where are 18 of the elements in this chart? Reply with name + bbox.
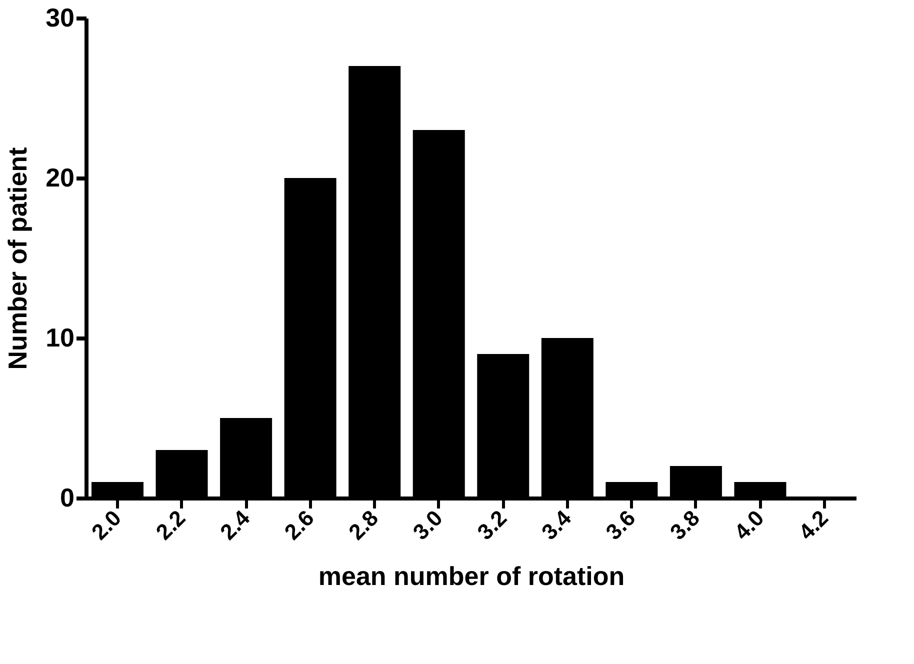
x-tick-label: 4.2 [794, 505, 833, 545]
y-tick-label: 20 [46, 162, 74, 192]
x-tick-label: 3.4 [536, 504, 576, 545]
x-tick-label: 2.8 [344, 505, 384, 545]
y-tick-label: 10 [46, 322, 74, 352]
y-tick-label: 30 [46, 2, 74, 32]
x-tick-label: 3.8 [665, 505, 704, 545]
x-tick-label: 2.6 [279, 505, 319, 545]
y-axis-title: Number of patient [2, 146, 33, 370]
x-tick-label: 2.4 [215, 504, 256, 545]
x-tick-label: 4.0 [729, 505, 769, 545]
y-tick-label: 0 [60, 482, 74, 512]
x-axis-title: mean number of rotation [318, 560, 625, 591]
x-tick-label: 2.0 [86, 505, 126, 545]
x-tick-label: 3.0 [408, 505, 448, 545]
x-tick-label: 3.6 [600, 505, 640, 545]
x-tick-label: 3.2 [472, 505, 512, 545]
x-tick-label: 2.2 [150, 505, 190, 545]
